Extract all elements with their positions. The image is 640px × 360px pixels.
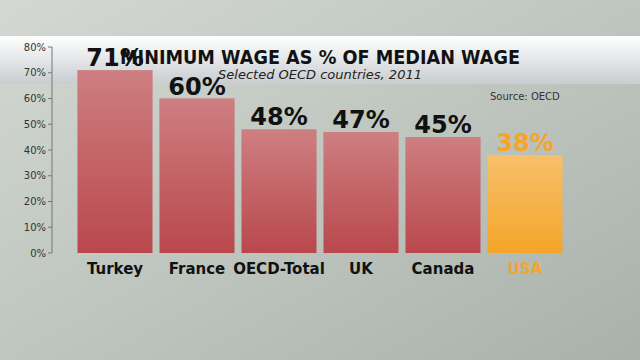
y-tick-label: 10% [24, 222, 46, 233]
y-tick [48, 150, 52, 151]
category-label: France [169, 260, 226, 278]
bar-shine [242, 129, 317, 253]
y-tick [48, 201, 52, 202]
y-tick [48, 47, 52, 48]
y-tick-label: 0% [30, 248, 46, 259]
bar [406, 137, 481, 253]
bar-shine [160, 99, 235, 254]
source-note: Source: OECD [490, 91, 560, 102]
bar-shine [406, 137, 481, 253]
data-label: 48% [250, 103, 307, 131]
bar [160, 99, 235, 254]
y-tick [48, 72, 52, 73]
data-label: 45% [414, 111, 471, 139]
bar [324, 132, 399, 253]
bar [242, 129, 317, 253]
y-tick [48, 175, 52, 176]
chart: MINIMUM WAGE AS % OF MEDIAN WAGESelected… [0, 0, 640, 360]
y-tick [48, 124, 52, 125]
bar-shine [78, 70, 153, 253]
category-label: Turkey [87, 260, 143, 278]
y-tick [48, 98, 52, 99]
bar [78, 70, 153, 253]
y-tick [48, 253, 52, 254]
y-tick-label: 30% [24, 170, 46, 181]
bars [78, 70, 563, 253]
bar [488, 155, 563, 253]
y-tick-label: 40% [24, 145, 46, 156]
category-label: USA [508, 260, 543, 278]
y-tick-label: 70% [24, 67, 46, 78]
data-label: 71% [86, 44, 143, 72]
category-label: UK [349, 260, 374, 278]
y-tick-label: 80% [24, 42, 46, 53]
bar-shine [324, 132, 399, 253]
y-tick-label: 50% [24, 119, 46, 130]
category-label: Canada [412, 260, 475, 278]
title: MINIMUM WAGE AS % OF MEDIAN WAGE [120, 45, 520, 69]
y-tick [48, 227, 52, 228]
subtitle: Selected OECD countries, 2011 [218, 67, 422, 82]
category-label: OECD-Total [233, 260, 325, 278]
data-label: 60% [168, 73, 225, 101]
bar-shine [488, 155, 563, 253]
data-label: 47% [332, 106, 389, 134]
background [0, 0, 640, 360]
y-tick-label: 60% [24, 93, 46, 104]
y-tick-label: 20% [24, 196, 46, 207]
data-label: 38% [496, 129, 553, 157]
